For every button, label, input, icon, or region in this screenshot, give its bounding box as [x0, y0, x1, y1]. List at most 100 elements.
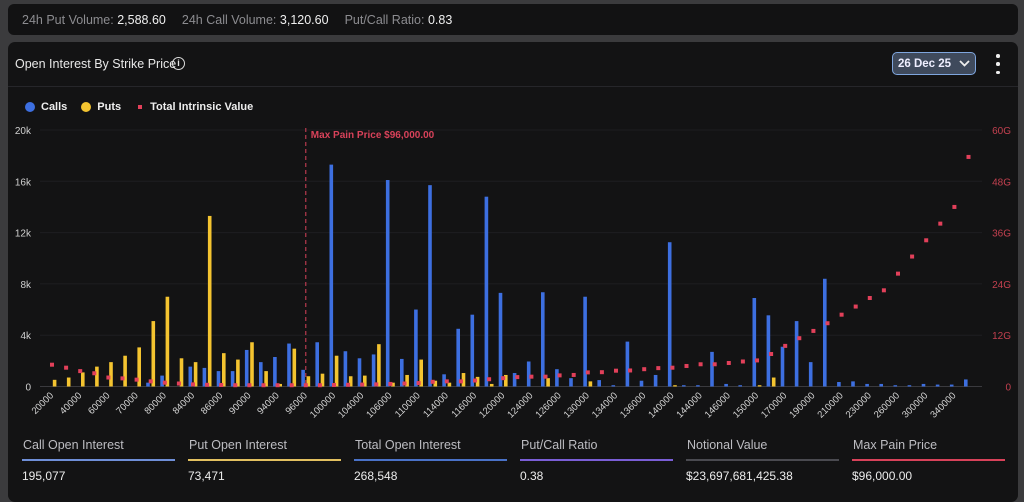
intrinsic-point [444, 379, 449, 384]
legend-calls-label: Calls [41, 101, 68, 113]
put-bar [757, 385, 762, 387]
intrinsic-point [176, 381, 181, 386]
more-vertical-icon[interactable] [993, 54, 1003, 74]
x-tick-label: 100000 [308, 390, 338, 420]
call-bar [752, 298, 757, 387]
intrinsic-point [924, 238, 929, 243]
legend-intrinsic[interactable]: Total Intrinsic Value [135, 101, 253, 113]
x-tick-label: 104000 [336, 390, 366, 420]
y-left-tick-label: 12k [15, 229, 32, 240]
call-bar [583, 296, 587, 387]
call-bar [230, 371, 235, 387]
call-bar [964, 379, 968, 387]
intrinsic-point [656, 366, 661, 371]
put-bar [123, 355, 127, 387]
intrinsic-point [148, 379, 153, 384]
call-bar [808, 362, 813, 387]
intrinsic-point [825, 321, 830, 326]
intrinsic-point [853, 304, 858, 309]
expiry-select[interactable]: 26 Dec 25 [892, 52, 976, 75]
legend-puts[interactable]: Puts [81, 101, 121, 113]
x-tick-label: 120000 [477, 390, 507, 420]
intrinsic-point [120, 376, 125, 381]
call-bar [414, 309, 418, 387]
intrinsic-point [219, 383, 224, 388]
call-bar [343, 351, 348, 387]
call-bar [653, 374, 658, 387]
x-tick-label: 70000 [114, 390, 140, 416]
call-bar [329, 164, 334, 387]
put-bar [306, 376, 311, 387]
expiry-value: 26 Dec 25 [897, 57, 952, 70]
call-bar [259, 362, 263, 387]
stat-total-oi: Total Open Interest 268,548 [354, 438, 520, 483]
info-icon[interactable]: i [172, 57, 185, 70]
intrinsic-point [910, 254, 915, 259]
y-left-tick-label: 0 [25, 383, 31, 394]
intrinsic-point [740, 359, 745, 364]
call-bar [146, 382, 150, 387]
put-bar [264, 371, 268, 387]
call-bar [921, 383, 926, 387]
put-bar [179, 358, 184, 387]
intrinsic-point [374, 382, 379, 387]
put-bar [475, 376, 480, 387]
stat-put-oi: Put Open Interest 73,471 [188, 438, 354, 483]
x-tick-label: 60000 [86, 390, 112, 416]
put-bar [391, 382, 395, 387]
intrinsic-point [938, 221, 943, 226]
intrinsic-point [191, 382, 195, 387]
call-bar [625, 341, 630, 387]
x-tick-label: 130000 [562, 390, 592, 420]
call-bar [893, 385, 898, 387]
x-tick-label: 210000 [816, 390, 846, 420]
call-bar [385, 180, 390, 387]
put-volume-value: 2,588.60 [117, 12, 166, 27]
intrinsic-point [205, 382, 210, 387]
x-tick-label: 116000 [449, 390, 479, 420]
put-bar [95, 366, 99, 387]
legend-calls[interactable]: Calls [25, 101, 67, 113]
put-bar [348, 376, 353, 387]
put-bar [207, 215, 212, 387]
open-interest-panel: Open Interest By Strike Price i 26 Dec 2… [8, 42, 1018, 502]
intrinsic-point [867, 296, 872, 301]
y-right-tick-label: 0 [1005, 383, 1011, 394]
intrinsic-point [402, 381, 407, 386]
call-bar [667, 242, 672, 387]
intrinsic-point [783, 343, 788, 348]
intrinsic-point [881, 288, 886, 293]
put-bar [292, 348, 297, 387]
intrinsic-point [642, 367, 647, 372]
intrinsic-point [543, 374, 548, 379]
intrinsic-point [360, 382, 365, 387]
put-bar [363, 375, 367, 387]
call-bar [484, 196, 489, 387]
put-bar [673, 385, 677, 387]
put-bar [405, 374, 409, 387]
intrinsic-point [458, 379, 463, 384]
put-bar [222, 353, 226, 387]
call-bar [907, 385, 912, 387]
x-tick-label: 96000 [283, 390, 309, 416]
x-tick-label: 124000 [505, 390, 535, 420]
call-bar [202, 367, 207, 387]
y-right-tick-label: 12G [992, 331, 1011, 342]
call-bar [526, 361, 531, 387]
intrinsic-point [473, 378, 477, 383]
call-volume: 24h Call Volume: 3,120.60 [182, 13, 329, 27]
intrinsic-point [332, 383, 336, 388]
intrinsic-point [755, 358, 759, 363]
call-bar [597, 380, 601, 387]
call-bar [879, 383, 883, 387]
intrinsic-point [952, 204, 957, 209]
y-left-tick-label: 16k [15, 177, 32, 188]
x-tick-label: 134000 [590, 390, 620, 420]
intrinsic-point [811, 328, 816, 333]
x-tick-label: 190000 [787, 390, 817, 420]
intrinsic-point [557, 373, 562, 378]
x-tick-label: 110000 [393, 390, 423, 420]
put-volume: 24h Put Volume: 2,588.60 [22, 13, 166, 27]
call-bar [724, 383, 728, 387]
